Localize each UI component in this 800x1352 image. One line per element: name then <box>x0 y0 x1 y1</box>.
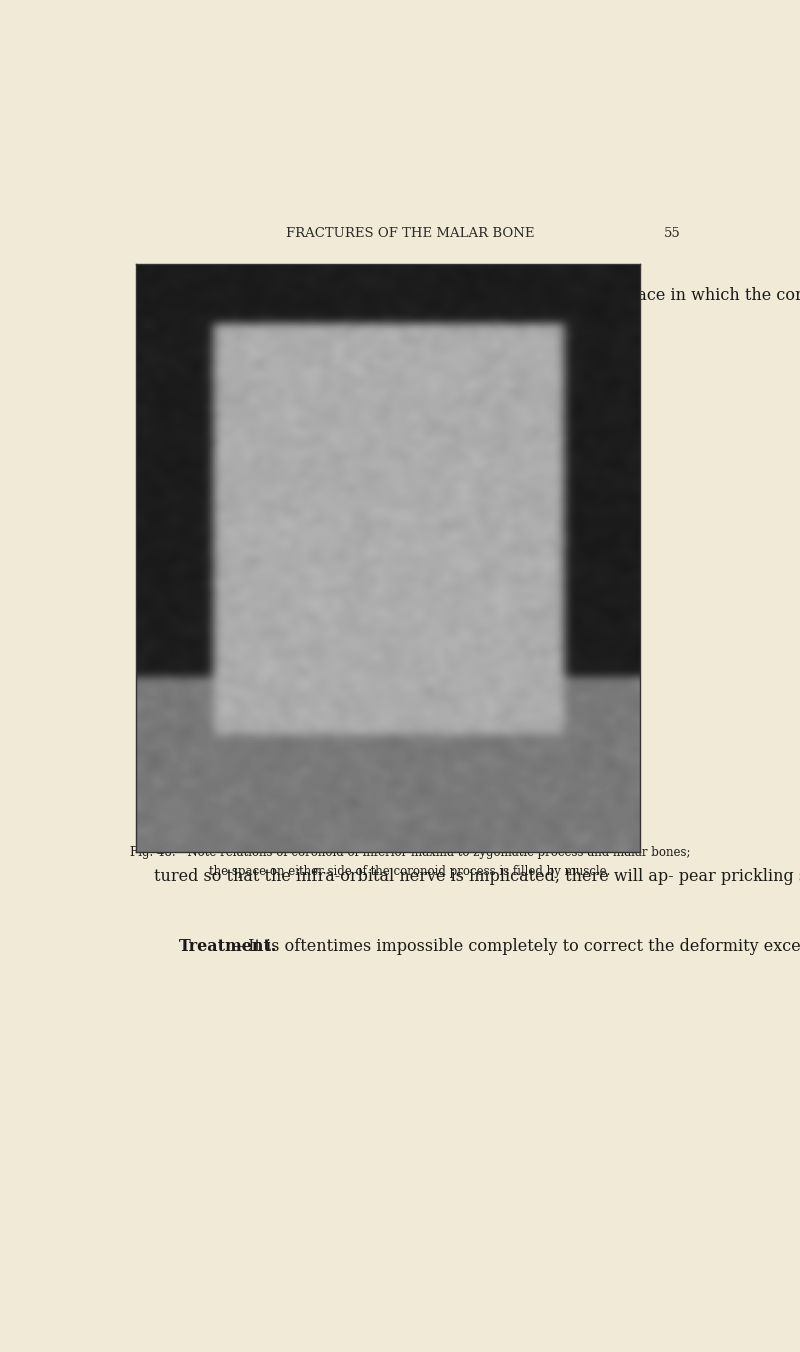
Text: Fig. 48.—Note relations of coronoid of inferior maxilla to zygomatic process and: Fig. 48.—Note relations of coronoid of i… <box>130 846 690 860</box>
Text: tured so that the infra-orbital nerve is implicated, there will ap- pear prickli: tured so that the infra-orbital nerve is… <box>154 868 800 886</box>
Text: FRACTURES OF THE MALAR BONE: FRACTURES OF THE MALAR BONE <box>286 227 534 239</box>
Text: 55: 55 <box>664 227 681 239</box>
Text: —It is oftentimes impossible completely to correct the deformity except by opera: —It is oftentimes impossible completely … <box>232 938 800 955</box>
Text: the space on either side of the coronoid process is filled by muscle.: the space on either side of the coronoid… <box>210 865 610 877</box>
Text: Articular  pro-
cess of infer-
ior maxilla.: Articular pro- cess of infer- ior maxill… <box>487 571 572 615</box>
Text: Zygoma.: Zygoma. <box>359 552 411 564</box>
Text: Malar.: Malar. <box>221 552 258 564</box>
Text: ciated fracture of the zygomatic arch impinges upon the space in which the coron: ciated fracture of the zygomatic arch im… <box>154 287 800 304</box>
Text: Coronoid  pro-
cess of infer-
ior maxilla.: Coronoid pro- cess of infer- ior maxilla… <box>487 635 574 681</box>
Text: Angle of
inferior
maxilla.: Angle of inferior maxilla. <box>286 506 335 550</box>
Text: Treatment.: Treatment. <box>178 938 277 955</box>
